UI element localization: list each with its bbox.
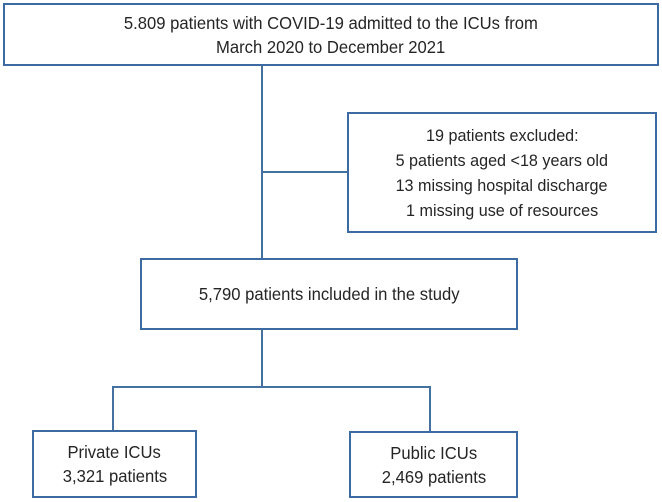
- excluded-patients-line2: 5 patients aged <18 years old: [395, 150, 609, 170]
- included-patients-line1: 5,790 patients included in the study: [198, 284, 460, 304]
- admitted-patients-line2: March 2020 to December 2021: [216, 36, 446, 57]
- excluded-patients-line3: 13 missing hospital discharge: [396, 175, 608, 195]
- connector-branch-to-private-vertical: [112, 386, 114, 430]
- connector-branch-horizontal: [112, 386, 431, 388]
- admitted-patients-box: 5.809 patients with COVID-19 admitted to…: [3, 3, 659, 66]
- excluded-patients-line4: 1 missing use of resources: [405, 200, 599, 220]
- public-icus-label: Public ICUs: [390, 442, 477, 463]
- connector-to-exclusion-horizontal: [261, 171, 347, 173]
- public-icus-count: 2,469 patients: [381, 466, 486, 487]
- included-patients-box: 5,790 patients included in the study: [140, 258, 518, 330]
- connector-top-to-included-vertical: [261, 66, 263, 258]
- connector-included-to-branch-vertical: [261, 330, 263, 387]
- connector-branch-to-public-vertical: [429, 386, 431, 431]
- public-icus-box: Public ICUs 2,469 patients: [349, 431, 518, 498]
- excluded-patients-box: 19 patients excluded: 5 patients aged <1…: [347, 112, 657, 233]
- excluded-patients-line1: 19 patients excluded:: [425, 125, 579, 145]
- private-icus-box: Private ICUs 3,321 patients: [32, 430, 197, 498]
- private-icus-count: 3,321 patients: [62, 466, 167, 486]
- admitted-patients-line1: 5.809 patients with COVID-19 admitted to…: [124, 12, 538, 33]
- private-icus-label: Private ICUs: [67, 442, 162, 462]
